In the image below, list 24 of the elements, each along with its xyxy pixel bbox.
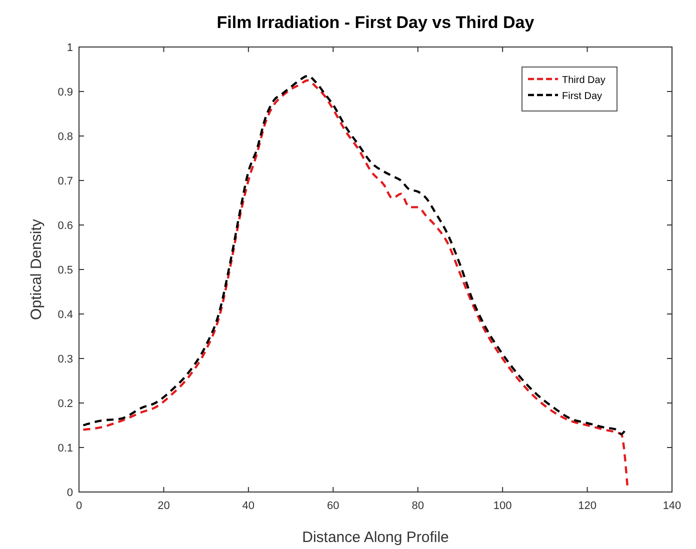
x-tick-label: 60 — [327, 500, 340, 512]
x-tick-label: 0 — [76, 500, 82, 512]
y-tick-label: 0.4 — [58, 309, 73, 321]
x-tick-label: 120 — [578, 500, 596, 512]
x-axis-title: Distance Along Profile — [302, 529, 449, 546]
legend-label: Third Day — [562, 75, 606, 86]
y-tick-label: 0.8 — [58, 131, 73, 143]
y-tick-label: 0 — [66, 487, 73, 499]
y-tick-label: 0.5 — [58, 264, 73, 276]
y-tick-label: 1 — [66, 42, 73, 54]
y-tick-label: 0.9 — [58, 86, 73, 98]
x-tick-label: 40 — [242, 500, 255, 512]
y-tick-label: 0.3 — [58, 354, 73, 366]
x-tick-label: 20 — [158, 500, 170, 512]
y-tick-label: 0.7 — [58, 176, 73, 188]
chart-title: Film Irradiation - First Day vs Third Day — [216, 13, 535, 32]
y-tick-label: 0.1 — [58, 442, 73, 454]
x-tick-label: 140 — [662, 500, 682, 512]
x-tick-label: 80 — [412, 500, 424, 512]
y-tick-label: 0.6 — [58, 220, 73, 232]
x-tick-label: 100 — [493, 500, 512, 512]
y-tick-label: 0.2 — [58, 398, 73, 410]
legend-label: First Day — [562, 91, 602, 102]
y-axis-title: Optical Density — [28, 218, 45, 320]
